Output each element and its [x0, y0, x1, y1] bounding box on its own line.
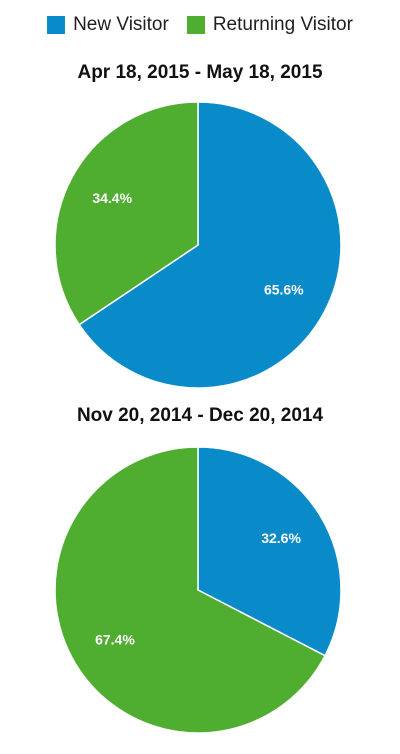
pie-chart-nov-dec-2014: 32.6% 67.4%: [54, 446, 342, 734]
legend-item-returning-visitor[interactable]: Returning Visitor: [186, 14, 353, 36]
chart-title-nov-dec-2014: Nov 20, 2014 - Dec 20, 2014: [76, 405, 324, 426]
pie-slice-label-new-visitor: 65.6%: [264, 281, 304, 297]
legend-item-new-visitor[interactable]: New Visitor: [47, 14, 169, 36]
legend-label-new-visitor: New Visitor: [73, 14, 169, 35]
pie-slice-label-new-visitor: 32.6%: [261, 530, 301, 546]
pie-slice-returning-visitor[interactable]: [54, 446, 327, 734]
pie-slice-returning-visitor[interactable]: [54, 101, 199, 326]
pie-slice-new-visitor[interactable]: [197, 446, 342, 657]
pie-slice-label-returning-visitor: 34.4%: [92, 190, 132, 206]
pie-slice-label-returning-visitor: 67.4%: [95, 631, 135, 647]
legend-swatch-new-visitor: [47, 16, 66, 34]
chart-title-apr-may-2015: Apr 18, 2015 - May 18, 2015: [77, 62, 323, 83]
legend-label-returning-visitor: Returning Visitor: [212, 14, 353, 35]
pie-slice-new-visitor[interactable]: [78, 101, 342, 389]
pie-chart-apr-may-2015: 65.6% 34.4%: [54, 101, 342, 389]
legend-swatch-returning-visitor: [186, 16, 205, 34]
chart-legend: New Visitor Returning Visitor: [0, 14, 400, 36]
